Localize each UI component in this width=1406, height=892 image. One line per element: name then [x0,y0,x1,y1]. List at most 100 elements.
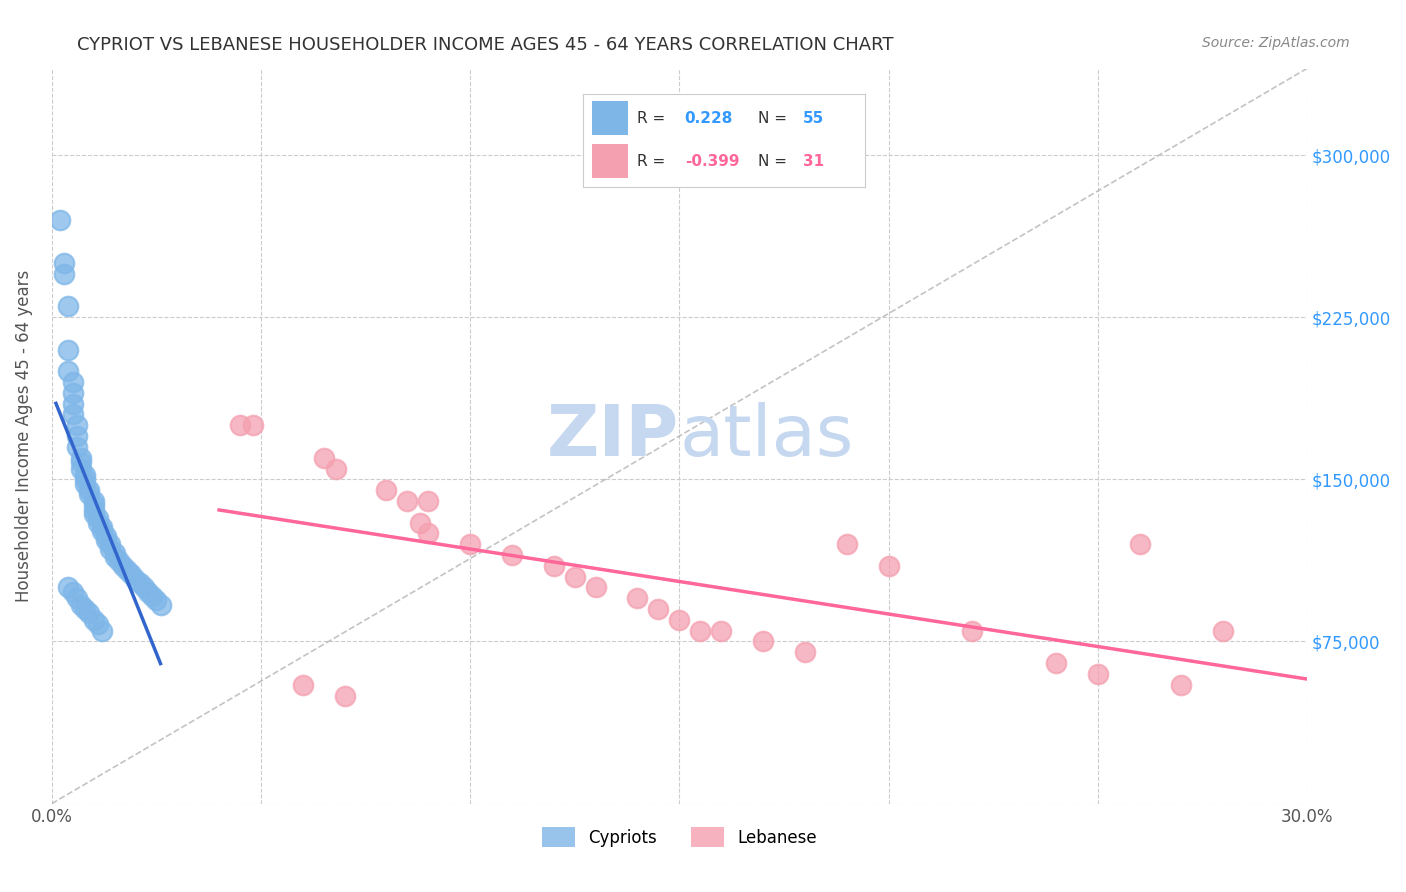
Text: ZIP: ZIP [547,401,679,471]
Point [103,546,125,560]
Point [1128,537,1150,551]
Point [115,563,138,577]
Point [66,440,89,454]
Y-axis label: Householder Income Ages 45 - 64 years: Householder Income Ages 45 - 64 years [15,270,32,602]
Point [83,498,105,512]
Point [62,385,84,400]
Point [79,483,101,497]
Point [87,617,110,632]
Point [66,418,89,433]
Point [1087,666,1109,681]
Point [375,483,398,497]
Point [793,645,815,659]
Point [877,558,900,573]
Point [418,494,440,508]
Point [79,487,101,501]
Point [79,607,101,621]
Point [87,511,110,525]
Point [62,397,84,411]
Point [128,576,150,591]
Point [647,602,669,616]
Point [543,558,565,573]
Point [66,429,89,443]
Text: N =: N = [758,153,787,169]
Point [312,450,335,465]
Point [62,584,84,599]
Point [418,526,440,541]
Point [145,593,167,607]
Point [75,602,97,616]
Point [458,537,481,551]
Text: R =: R = [637,111,665,126]
Point [75,476,97,491]
Text: Source: ZipAtlas.com: Source: ZipAtlas.com [1202,36,1350,50]
Point [62,375,84,389]
Point [94,528,117,542]
Point [501,548,523,562]
Point [83,613,105,627]
Point [70,598,93,612]
Point [1045,656,1067,670]
Point [103,550,125,565]
Point [835,537,858,551]
Point [58,299,80,313]
Point [333,689,356,703]
Point [111,558,134,573]
Point [585,581,607,595]
Point [94,533,117,547]
Point [91,624,114,638]
Point [141,589,163,603]
Point [83,507,105,521]
Point [229,418,252,433]
Point [124,572,146,586]
Text: atlas: atlas [679,401,853,471]
Point [1212,624,1234,638]
Text: R =: R = [637,153,665,169]
Point [396,494,419,508]
Point [626,591,648,606]
Legend: Cypriots, Lebanese: Cypriots, Lebanese [536,821,824,855]
Point [752,634,775,648]
Point [409,516,432,530]
Point [83,494,105,508]
Point [66,591,89,606]
Text: 55: 55 [803,111,824,126]
Point [87,516,110,530]
Text: N =: N = [758,111,787,126]
Point [62,408,84,422]
Point [91,520,114,534]
Point [710,624,733,638]
Point [132,581,155,595]
Point [98,537,121,551]
Point [242,418,264,433]
Point [75,472,97,486]
Point [1170,678,1192,692]
Point [70,455,93,469]
Point [91,524,114,539]
Point [53,256,76,270]
Point [136,584,159,599]
Point [960,624,983,638]
Point [53,267,76,281]
Point [58,343,80,357]
Text: CYPRIOT VS LEBANESE HOUSEHOLDER INCOME AGES 45 - 64 YEARS CORRELATION CHART: CYPRIOT VS LEBANESE HOUSEHOLDER INCOME A… [77,36,894,54]
Point [149,598,172,612]
Point [75,468,97,483]
Text: 31: 31 [803,153,824,169]
Point [83,502,105,516]
Bar [592,101,628,135]
Point [58,581,80,595]
Point [70,450,93,465]
Point [668,613,690,627]
Point [325,461,347,475]
Point [98,541,121,556]
Bar [592,145,628,178]
Point [689,624,711,638]
Text: 0.228: 0.228 [685,111,733,126]
Point [49,212,72,227]
Point [120,567,142,582]
Point [291,678,314,692]
Point [107,554,129,568]
Text: -0.399: -0.399 [685,153,740,169]
Point [58,364,80,378]
